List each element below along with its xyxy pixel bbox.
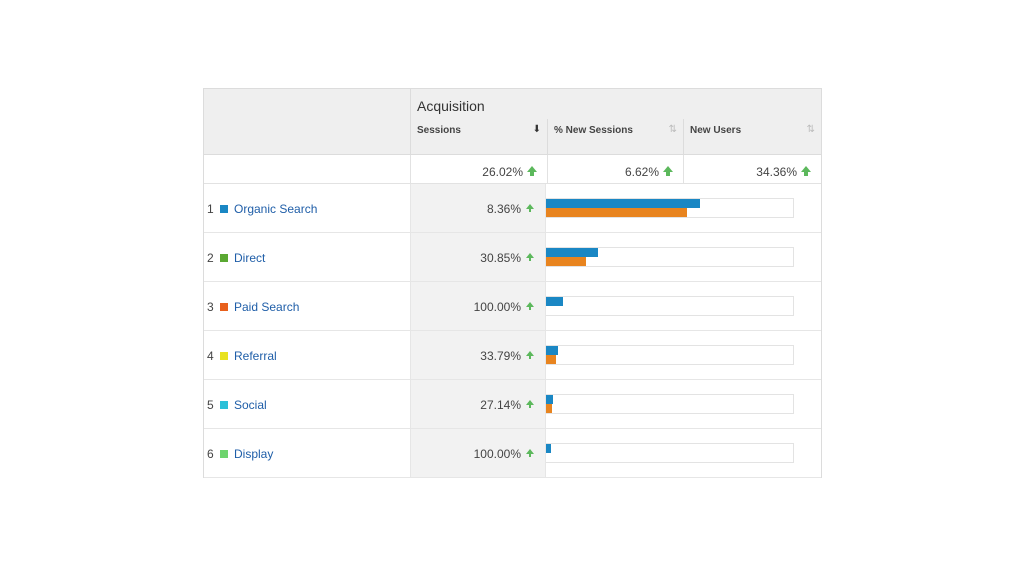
sessions-change-cell: 27.14% [411, 380, 546, 428]
channel-link[interactable]: Display [234, 447, 274, 461]
bar-previous-period [546, 257, 586, 266]
channel-link[interactable]: Referral [234, 349, 277, 363]
channel-cell: 2 Direct [204, 233, 411, 281]
bar-current-period [546, 346, 558, 355]
total-sessions-change: 26.02% [411, 155, 548, 183]
totals-label-cell [204, 155, 411, 183]
bar-current-period [546, 199, 700, 208]
sort-icon[interactable]: ⇅ [668, 124, 677, 135]
bar-current-period [546, 444, 551, 453]
channel-cell: 5 Social [204, 380, 411, 428]
comparison-bar-cell [546, 380, 821, 428]
column-header-row: Sessions ⬇ % New Sessions ⇅ New Users ⇅ [204, 119, 821, 155]
sessions-change-cell: 8.36% [411, 184, 546, 232]
series-swatch [220, 401, 228, 409]
series-swatch [220, 303, 228, 311]
table-row: 4 Referral 33.79% [204, 331, 821, 380]
trend-up-icon [526, 253, 534, 261]
sessions-change-cell: 33.79% [411, 331, 546, 379]
sessions-change-value: 100.00% [473, 447, 521, 461]
table-row: 5 Social 27.14% [204, 380, 821, 429]
column-header-label: % New Sessions [554, 125, 633, 136]
series-swatch [220, 205, 228, 213]
total-value: 34.36% [756, 165, 797, 179]
series-swatch [220, 450, 228, 458]
channel-cell: 4 Referral [204, 331, 411, 379]
channel-link[interactable]: Social [234, 398, 267, 412]
bar-current-period [546, 395, 553, 404]
series-swatch [220, 352, 228, 360]
dimension-column-header [204, 119, 411, 155]
trend-up-icon [526, 449, 534, 457]
row-index: 1 [207, 202, 214, 216]
bar-current-period [546, 248, 598, 257]
group-title: Acquisition [417, 98, 485, 114]
column-header-sessions[interactable]: Sessions ⬇ [411, 119, 548, 155]
sort-icon[interactable]: ⇅ [806, 124, 815, 135]
acquisition-report-table: Acquisition Sessions ⬇ % New Sessions ⇅ … [203, 88, 822, 478]
bar-track [546, 394, 794, 414]
trend-up-icon [526, 400, 534, 408]
table-row: 3 Paid Search 100.00% [204, 282, 821, 331]
total-value: 26.02% [482, 165, 523, 179]
sessions-change-cell: 100.00% [411, 429, 546, 477]
comparison-bar-cell [546, 331, 821, 379]
table-row: 6 Display 100.00% [204, 429, 821, 478]
comparison-bar-cell [546, 282, 821, 330]
bar-track [546, 296, 794, 316]
total-new-users-change: 34.36% [684, 155, 821, 183]
trend-up-icon [526, 204, 534, 212]
total-value: 6.62% [624, 165, 659, 179]
series-swatch [220, 254, 228, 262]
channel-cell: 3 Paid Search [204, 282, 411, 330]
bar-previous-period [546, 355, 556, 364]
trend-up-icon [801, 166, 811, 176]
sessions-change-value: 27.14% [480, 398, 521, 412]
column-header-label: Sessions [417, 125, 461, 136]
row-index: 3 [207, 300, 214, 314]
bar-track [546, 345, 794, 365]
channel-link[interactable]: Organic Search [234, 202, 318, 216]
channel-cell: 1 Organic Search [204, 184, 411, 232]
trend-up-icon [526, 351, 534, 359]
sessions-change-value: 8.36% [486, 202, 521, 216]
row-index: 4 [207, 349, 214, 363]
comparison-bar-cell [546, 429, 821, 477]
sessions-change-value: 30.85% [480, 251, 521, 265]
sessions-change-value: 33.79% [480, 349, 521, 363]
channel-link[interactable]: Direct [234, 251, 266, 265]
group-header-spacer [204, 89, 411, 119]
column-header-new-sessions[interactable]: % New Sessions ⇅ [548, 119, 684, 155]
group-header: Acquisition [204, 89, 821, 119]
table-row: 2 Direct 30.85% [204, 233, 821, 282]
comparison-bar-cell [546, 233, 821, 281]
row-index: 2 [207, 251, 214, 265]
bar-current-period [546, 297, 563, 306]
comparison-bar-cell [546, 184, 821, 232]
column-header-label: New Users [690, 125, 742, 136]
bar-track [546, 443, 794, 463]
table-row: 1 Organic Search 8.36% [204, 184, 821, 233]
arrow-down-icon[interactable]: ⬇ [532, 124, 541, 135]
trend-up-icon [663, 166, 673, 176]
channel-cell: 6 Display [204, 429, 411, 477]
bar-previous-period [546, 404, 552, 413]
totals-row: 26.02% 6.62% 34.36% [204, 155, 821, 184]
bar-track [546, 247, 794, 267]
trend-up-icon [527, 166, 537, 176]
sessions-change-value: 100.00% [473, 300, 521, 314]
bar-previous-period [546, 208, 687, 217]
trend-up-icon [526, 302, 534, 310]
channel-link[interactable]: Paid Search [234, 300, 300, 314]
total-new-sessions-change: 6.62% [548, 155, 684, 183]
row-index: 6 [207, 447, 214, 461]
row-index: 5 [207, 398, 214, 412]
sessions-change-cell: 30.85% [411, 233, 546, 281]
sessions-change-cell: 100.00% [411, 282, 546, 330]
column-header-new-users[interactable]: New Users ⇅ [684, 119, 821, 155]
